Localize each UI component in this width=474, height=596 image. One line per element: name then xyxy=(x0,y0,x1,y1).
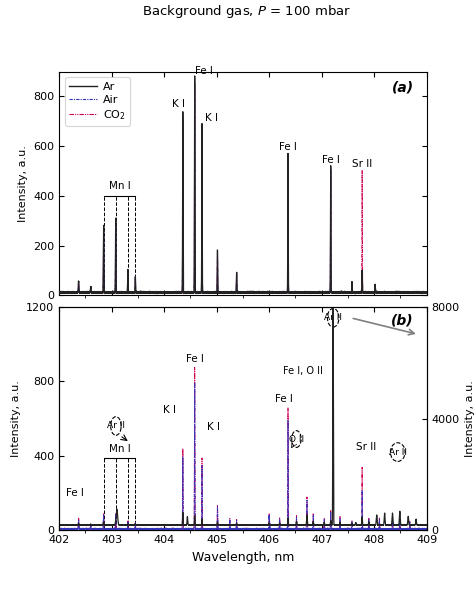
Text: Sr II: Sr II xyxy=(353,159,373,169)
Text: K I: K I xyxy=(173,99,185,109)
Text: Fe I: Fe I xyxy=(195,67,213,76)
Text: Fe I: Fe I xyxy=(279,142,297,153)
Text: Fe I: Fe I xyxy=(186,355,203,364)
Text: Fe I: Fe I xyxy=(322,155,339,165)
Text: Background gas, $P$ = 100 mbar: Background gas, $P$ = 100 mbar xyxy=(142,3,351,20)
Text: K I: K I xyxy=(205,113,218,123)
Text: Fe I, O II: Fe I, O II xyxy=(283,365,323,375)
Text: O II: O II xyxy=(289,434,304,443)
Text: K I: K I xyxy=(207,421,220,432)
Text: Mn I: Mn I xyxy=(109,181,130,191)
Y-axis label: Intensity, a.u.: Intensity, a.u. xyxy=(11,380,21,457)
Text: Ar II: Ar II xyxy=(389,448,407,457)
Text: Ar II: Ar II xyxy=(107,421,125,430)
Text: (b): (b) xyxy=(391,313,414,327)
Text: Ar II: Ar II xyxy=(324,313,342,322)
Y-axis label: Intensity, a.u.: Intensity, a.u. xyxy=(465,380,474,457)
X-axis label: Wavelength, nm: Wavelength, nm xyxy=(192,551,294,564)
Text: Fe I: Fe I xyxy=(66,488,84,498)
Legend: Ar, Air, CO$_2$: Ar, Air, CO$_2$ xyxy=(65,77,130,126)
Text: Fe I: Fe I xyxy=(275,393,293,403)
Text: K I: K I xyxy=(163,405,176,415)
Y-axis label: Intensity, a.u.: Intensity, a.u. xyxy=(18,145,27,222)
Text: (a): (a) xyxy=(392,80,414,95)
Text: Mn I: Mn I xyxy=(109,445,130,454)
Text: Sr II: Sr II xyxy=(356,442,376,452)
